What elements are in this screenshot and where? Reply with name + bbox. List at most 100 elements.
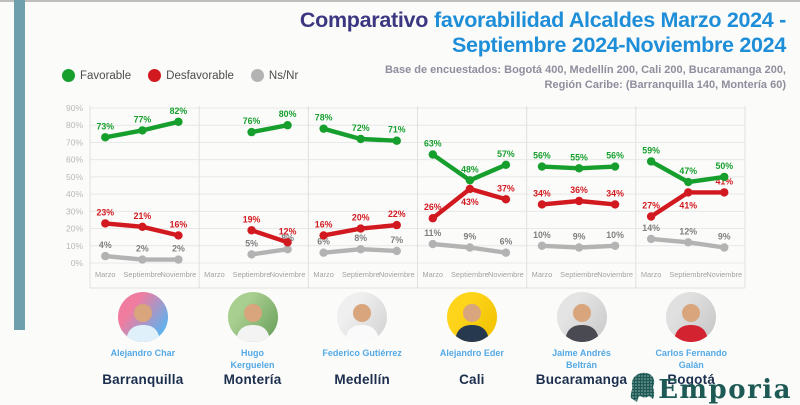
mayor-card-bogotá: Carlos Fernando Galán Bogotá (636, 290, 746, 387)
legend-label: Favorable (80, 69, 132, 82)
city-name: Montería (223, 372, 282, 387)
x-tick-label: Septiembre (669, 270, 707, 279)
legend: Favorable Desfavorable Ns/Nr (62, 69, 298, 82)
logo-wordmark: Emporia (658, 375, 792, 405)
data-point-nsnr (465, 243, 475, 252)
value-label-favorable: 82% (170, 106, 188, 116)
value-label-nsnr: 2% (136, 244, 149, 254)
value-label-nsnr: 9% (573, 232, 586, 242)
value-label-favorable: 71% (388, 125, 406, 135)
value-label-favorable: 48% (461, 164, 479, 174)
value-label-desfavorable: 41% (679, 200, 697, 210)
left-accent-bar (14, 0, 25, 330)
avatar (117, 292, 168, 342)
y-tick-label: 60% (66, 155, 83, 165)
value-label-desfavorable: 19% (243, 214, 261, 224)
city-name: Barranquilla (102, 372, 184, 387)
mayor-name-line1: Federico Gutiérrez (322, 348, 402, 358)
value-label-desfavorable: 16% (315, 219, 333, 229)
data-point-favorable (574, 164, 584, 173)
legend-item-nsnr: Ns/Nr (250, 69, 298, 82)
x-tick-label: Septiembre (560, 270, 598, 279)
value-label-nsnr: 12% (679, 226, 697, 236)
mayor-name-line1: Jaime Andrés (552, 348, 611, 358)
data-point-favorable (610, 162, 620, 171)
city-name: Bucaramanga (535, 372, 628, 387)
value-label-desfavorable: 43% (461, 197, 479, 207)
y-tick-label: 50% (66, 172, 83, 182)
value-label-desfavorable: 22% (388, 209, 406, 219)
y-tick-label: 90% (66, 103, 83, 113)
header: Comparativo favorabilidad Alcaldes Marzo … (166, 8, 786, 94)
legend-label: Desfavorable (166, 69, 234, 82)
data-point-desfavorable (356, 224, 365, 233)
value-label-nsnr: 5% (245, 238, 258, 248)
value-label-favorable: 50% (715, 161, 733, 171)
data-point-favorable (356, 134, 365, 144)
x-tick-label: Noviembre (161, 270, 197, 279)
data-point-nsnr (720, 243, 729, 252)
data-point-nsnr (537, 241, 547, 250)
mayor-name: Federico Gutiérrez (307, 347, 417, 372)
city-name: Cali (459, 372, 485, 387)
x-tick-label: Noviembre (488, 270, 524, 279)
y-tick-label: 70% (66, 137, 83, 147)
data-point-nsnr (283, 245, 292, 254)
mayor-name-line2: Kerguelen (230, 360, 275, 371)
data-point-desfavorable (537, 200, 547, 209)
value-label-favorable: 78% (315, 113, 333, 123)
data-point-nsnr (610, 241, 620, 250)
desfavorable-dot-icon (148, 69, 162, 82)
city-name: Bogotá (667, 372, 716, 387)
value-label-nsnr: 10% (533, 230, 551, 240)
data-point-nsnr (247, 250, 256, 259)
subtitle: Base de encuestados: Bogotá 400, Medellí… (166, 63, 786, 94)
y-tick-label: 20% (66, 224, 83, 234)
x-tick-label: Septiembre (342, 270, 380, 279)
data-point-favorable (428, 150, 437, 159)
mayor-name: Jaime Andrés Beltrán (527, 347, 637, 372)
series-line-desfavorable (249, 228, 290, 245)
value-label-desfavorable: 20% (352, 213, 370, 223)
series-line-nsnr (249, 247, 290, 257)
x-tick-label: Noviembre (706, 270, 742, 279)
data-point-favorable (646, 157, 656, 166)
value-label-nsnr: 2% (172, 244, 185, 254)
title-prefix: Comparativo (299, 8, 429, 32)
mayor-name-line2: Galán (678, 360, 704, 371)
x-tick-label: Marzo (204, 270, 225, 279)
data-point-nsnr (319, 248, 328, 257)
data-point-favorable (537, 162, 547, 171)
x-tick-label: Marzo (532, 270, 553, 279)
data-point-favorable (283, 121, 292, 130)
value-label-favorable: 47% (679, 166, 697, 176)
data-point-nsnr (501, 248, 511, 257)
data-point-desfavorable (720, 188, 729, 197)
mayor-card-cali: Alejandro Eder Cali (417, 290, 527, 387)
avatar (666, 292, 717, 342)
value-label-favorable: 73% (96, 121, 114, 131)
value-label-desfavorable: 12% (279, 226, 297, 236)
nsnr-dot-icon (250, 69, 264, 82)
mayor-name-line1: Alejandro Char (110, 348, 176, 358)
value-label-favorable: 55% (570, 152, 588, 162)
value-label-nsnr: 11% (424, 228, 441, 238)
data-point-desfavorable (138, 222, 147, 232)
person-silhouette-icon (564, 304, 599, 342)
data-point-favorable (247, 127, 256, 137)
value-label-nsnr: 9% (464, 232, 477, 242)
mayor-name: Alejandro Char (88, 347, 198, 372)
data-point-desfavorable (174, 231, 183, 240)
data-point-desfavorable (247, 226, 256, 235)
value-label-nsnr: 7% (390, 235, 403, 245)
data-point-nsnr (356, 245, 365, 254)
value-label-desfavorable: 37% (497, 183, 515, 193)
data-point-favorable (319, 124, 328, 133)
mayor-name: Alejandro Eder (417, 347, 527, 372)
y-tick-label: 0% (71, 258, 84, 268)
top-border-line (0, 0, 800, 2)
x-tick-label: Marzo (313, 270, 334, 279)
value-label-favorable: 77% (134, 114, 152, 124)
x-tick-label: Marzo (423, 270, 444, 279)
value-label-favorable: 76% (243, 116, 261, 126)
